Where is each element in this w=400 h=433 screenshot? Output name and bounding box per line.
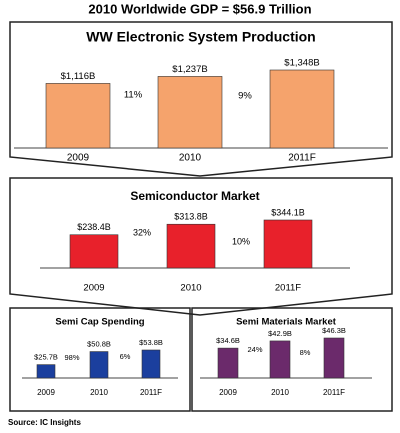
value-label: $238.4B: [77, 222, 111, 232]
x-tick-label: 2010: [90, 388, 108, 397]
value-label: $53.8B: [139, 338, 163, 347]
growth-label: 8%: [300, 348, 311, 357]
growth-label: 10%: [232, 236, 250, 246]
x-tick-label: 2011F: [323, 388, 345, 397]
growth-label: 9%: [238, 91, 252, 102]
frame: [191, 307, 393, 412]
bar: [69, 234, 119, 269]
value-label: $1,348B: [284, 58, 319, 69]
bar: [269, 69, 335, 149]
bar: [217, 347, 239, 379]
growth-label: 98%: [64, 353, 79, 362]
bar: [269, 340, 291, 379]
bar: [263, 219, 313, 269]
value-label: $34.6B: [216, 336, 240, 345]
x-tick-label: 2010: [271, 388, 289, 397]
x-tick-label: 2011F: [140, 388, 162, 397]
value-label: $42.9B: [268, 329, 292, 338]
bar: [323, 337, 345, 379]
bar: [166, 223, 216, 269]
growth-label: 11%: [124, 90, 143, 101]
value-label: $25.7B: [34, 353, 58, 362]
bar: [141, 349, 161, 379]
growth-label: 32%: [133, 227, 151, 237]
x-tick-label: 2009: [219, 388, 237, 397]
value-label: $1,237B: [172, 64, 207, 75]
x-tick-label: 2009: [83, 283, 104, 294]
x-tick-label: 2010: [180, 283, 201, 294]
source: Source: IC Insights: [8, 418, 81, 427]
chart-title: Semi Cap Spending: [55, 317, 144, 328]
frame: [9, 21, 393, 177]
bar: [45, 83, 111, 149]
chart-title: Semi Materials Market: [236, 317, 337, 328]
x-tick-label: 2011F: [288, 153, 316, 164]
chart-title: Semiconductor Market: [130, 189, 259, 203]
frames: [9, 21, 393, 412]
bar: [89, 351, 109, 379]
page-title: 2010 Worldwide GDP = $56.9 Trillion: [88, 1, 311, 16]
growth-label: 6%: [120, 352, 131, 361]
frame: [9, 307, 191, 412]
bar: [157, 76, 223, 149]
bar: [36, 364, 56, 379]
value-label: $50.8B: [87, 340, 111, 349]
value-label: $46.3B: [322, 326, 346, 335]
x-tick-label: 2009: [37, 388, 55, 397]
x-tick-label: 2009: [67, 153, 90, 164]
value-label: $313.8B: [174, 212, 208, 222]
value-label: $344.1B: [271, 207, 305, 217]
value-label: $1,116B: [61, 71, 96, 82]
frame: [9, 177, 393, 316]
x-tick-label: 2010: [179, 153, 202, 164]
growth-label: 24%: [247, 345, 262, 354]
x-tick-label: 2011F: [275, 283, 301, 294]
chart-title: WW Electronic System Production: [86, 29, 315, 45]
